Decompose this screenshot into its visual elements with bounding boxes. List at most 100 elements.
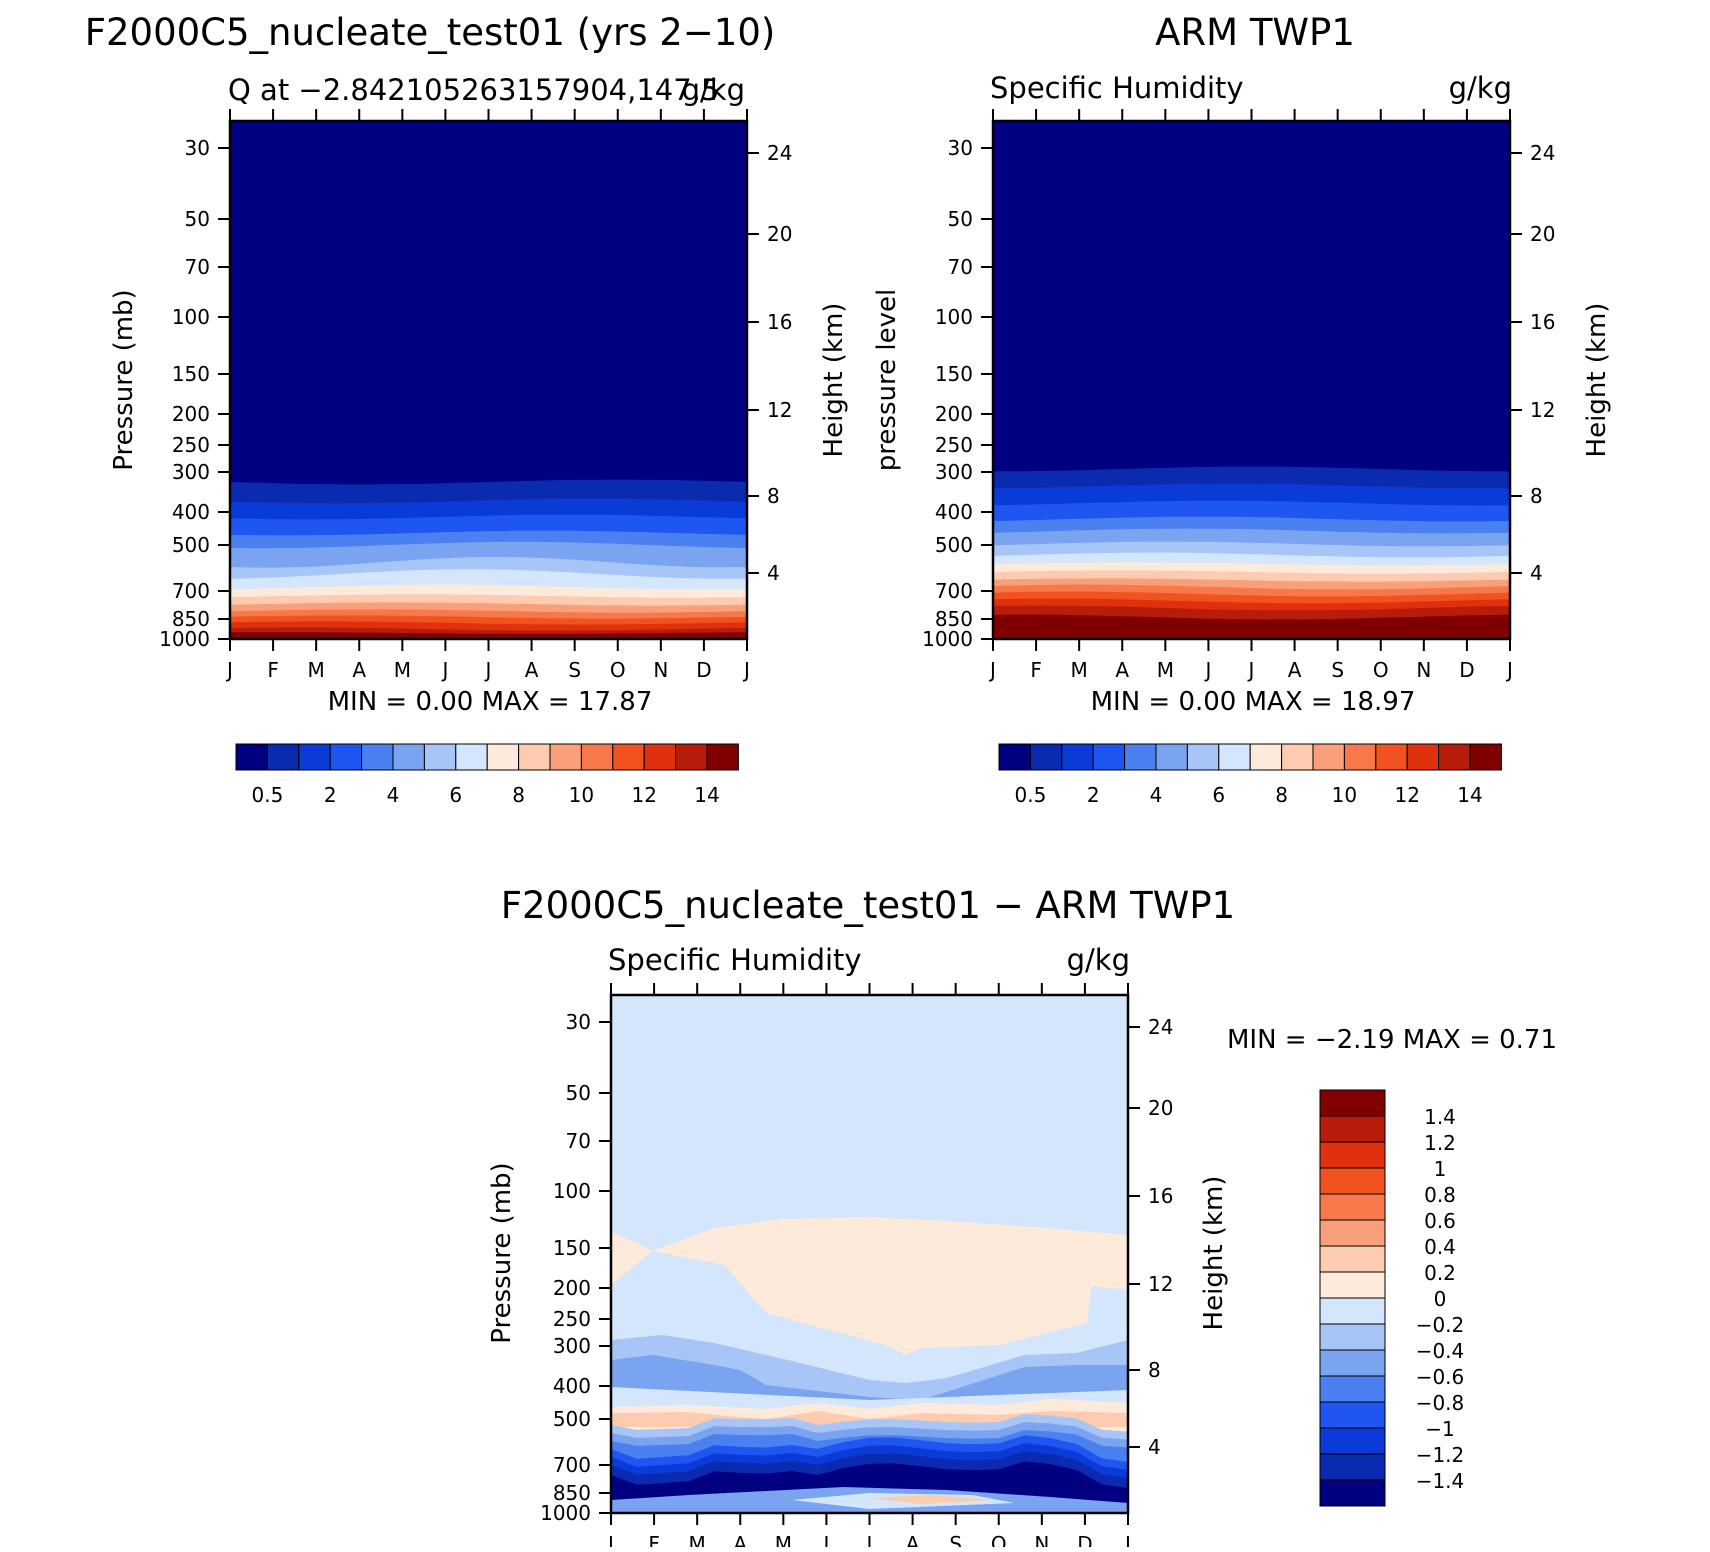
pressure-tick-label: 850	[553, 1481, 591, 1505]
month-tick-label: M	[1071, 658, 1088, 682]
month-tick-label: N	[1034, 1532, 1049, 1547]
height-tick-label: 12	[1530, 398, 1555, 422]
pressure-tick-label: 1000	[922, 627, 973, 651]
month-tick-label: J	[742, 658, 750, 682]
colorbar-label: 0.5	[251, 783, 283, 807]
colorbar-swatch	[675, 743, 708, 771]
pressure-tick-label: 70	[566, 1129, 591, 1153]
height-tick-label: 8	[1530, 484, 1543, 508]
month-tick-label: J	[606, 1532, 614, 1547]
colorbar-swatch	[1186, 743, 1220, 771]
colorbar-swatch	[1469, 743, 1502, 771]
colorbar-swatch	[1218, 743, 1251, 771]
month-tick-label: J	[821, 1532, 829, 1547]
contour-band	[869, 1495, 994, 1504]
panel-obs: ARM TWP1 Specific Humidity g/kg 30 50 70 10…	[872, 11, 1612, 807]
colorbar-label: 8	[1275, 783, 1288, 807]
pressure-tick-label: 30	[566, 1010, 591, 1034]
colorbar-swatch	[455, 743, 488, 771]
month-tick-label: A	[1115, 658, 1129, 682]
pressure-tick-label: 100	[935, 305, 973, 329]
colorbar-label: 1	[1434, 1157, 1447, 1181]
colorbar-label: 0.4	[1424, 1235, 1456, 1259]
month-tick-label: S	[1331, 658, 1344, 682]
colorbar-swatch	[1155, 743, 1188, 771]
pressure-tick-label: 150	[172, 362, 210, 386]
panel-diff-contours	[611, 995, 1128, 1513]
panel-obs-contours	[993, 121, 1510, 639]
height-tick-label: 8	[767, 484, 780, 508]
pressure-tick-label: 500	[553, 1407, 591, 1431]
colorbar-swatch	[1124, 743, 1157, 771]
colorbar-swatch	[1029, 743, 1063, 771]
colorbar-label: 12	[631, 783, 656, 807]
panel-diff: F2000C5_nucleate_test01 − ARM TWP1 Speci…	[487, 884, 1557, 1552]
month-tick-label: J	[484, 658, 492, 682]
colorbar-swatch	[1319, 1349, 1386, 1377]
month-tick-label: D	[1077, 1532, 1092, 1547]
colorbar-label: −0.2	[1416, 1313, 1465, 1337]
colorbar-label: 2	[324, 783, 337, 807]
pressure-tick-label: 50	[185, 207, 210, 231]
height-tick-label: 4	[767, 561, 780, 585]
panel-model-title: F2000C5_nucleate_test01 (yrs 2−10)	[85, 11, 776, 54]
colorbar-swatch	[1092, 743, 1126, 771]
pressure-tick-label: 70	[948, 255, 973, 279]
panel-obs-title: ARM TWP1	[1155, 11, 1355, 54]
colorbar-swatch	[1061, 743, 1094, 771]
colorbar-swatch	[1281, 743, 1314, 771]
month-tick-label: A	[733, 1532, 747, 1547]
panel-diff-minmax: MIN = −2.19 MAX = 0.71	[1227, 1025, 1557, 1055]
colorbar-label: 6	[449, 783, 462, 807]
colorbar-swatch	[1312, 743, 1345, 771]
colorbar-label: 0.2	[1424, 1261, 1456, 1285]
colorbar-label: 8	[512, 783, 525, 807]
month-tick-label: A	[1288, 658, 1302, 682]
contour-band	[611, 1217, 1128, 1355]
pressure-tick-label: 850	[935, 607, 973, 631]
panel-diff-title: F2000C5_nucleate_test01 − ARM TWP1	[501, 884, 1235, 927]
height-tick-label: 8	[1148, 1358, 1161, 1382]
height-tick-label: 4	[1148, 1435, 1161, 1459]
colorbar-swatch	[1319, 1245, 1386, 1273]
pressure-tick-label: 50	[566, 1081, 591, 1105]
colorbar-swatch	[298, 743, 331, 771]
month-tick-label: A	[352, 658, 366, 682]
height-tick-label: 16	[1148, 1184, 1173, 1208]
colorbar-swatch	[643, 743, 677, 771]
month-tick-label: J	[988, 658, 996, 682]
height-tick-label: 20	[1530, 222, 1555, 246]
colorbar-swatch	[1319, 1115, 1386, 1143]
colorbar-swatch	[266, 743, 300, 771]
colorbar-swatch	[706, 743, 739, 771]
colorbar-swatch	[361, 743, 394, 771]
contour-band	[230, 632, 747, 639]
month-tick-label: F	[1030, 658, 1042, 682]
colorbar-label: 1.4	[1424, 1105, 1456, 1129]
panel-model-minmax: MIN = 0.00 MAX = 17.87	[328, 687, 653, 717]
month-tick-label: J	[225, 658, 233, 682]
colorbar-label: −0.8	[1416, 1391, 1465, 1415]
colorbar-label: 10	[569, 783, 594, 807]
pressure-tick-label: 700	[553, 1453, 591, 1477]
colorbar-swatch	[612, 743, 645, 771]
colorbar-swatch	[1438, 743, 1471, 771]
panel-obs-minmax: MIN = 0.00 MAX = 18.97	[1091, 687, 1416, 717]
pressure-tick-label: 400	[172, 500, 210, 524]
pressure-tick-label: 700	[172, 579, 210, 603]
pressure-tick-label: 250	[172, 433, 210, 457]
colorbar-swatch	[518, 743, 551, 771]
colorbar-label: 4	[387, 783, 400, 807]
month-tick-label: A	[906, 1532, 920, 1547]
colorbar-swatch	[1406, 743, 1440, 771]
colorbar-label: 0.6	[1424, 1209, 1456, 1233]
colorbar-swatch	[1319, 1141, 1386, 1169]
panel-model-y2label: Height (km)	[819, 303, 849, 458]
pressure-tick-label: 850	[172, 607, 210, 631]
panel-diff-colorbar: 1.41.210.80.60.40.20−0.2−0.4−0.6−0.8−1−1…	[1319, 1089, 1465, 1507]
month-tick-label: J	[1123, 1532, 1131, 1547]
